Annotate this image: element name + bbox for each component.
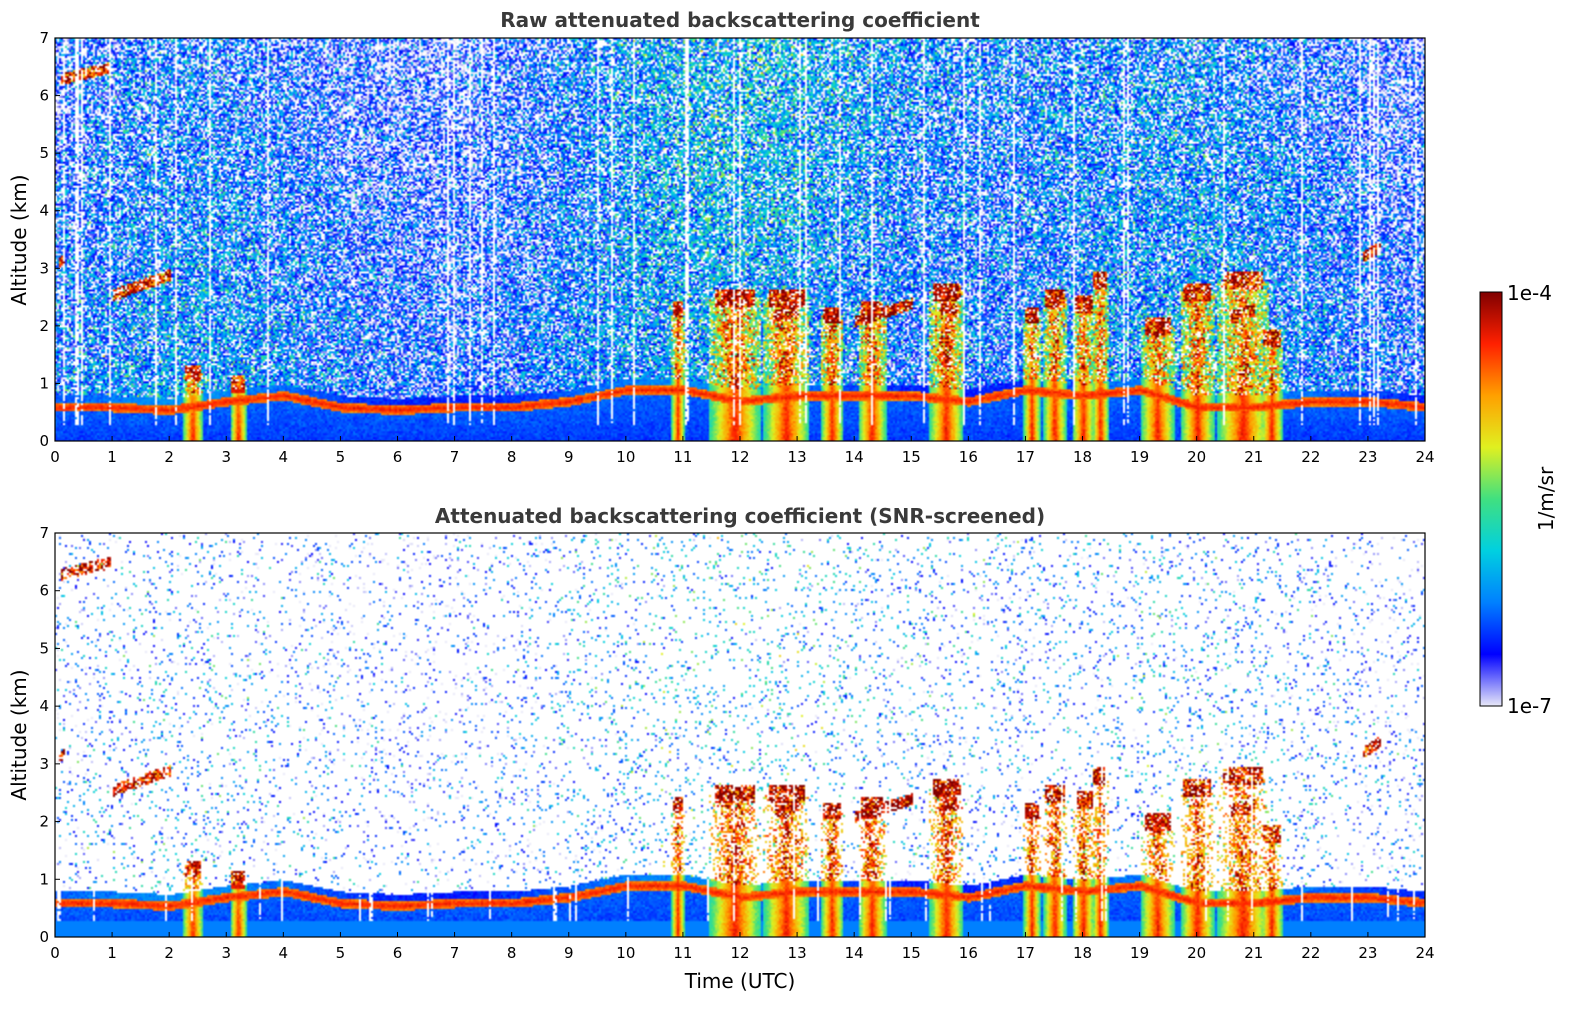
x-tick-label: 19 [1130, 944, 1149, 962]
x-tick-label: 18 [1073, 448, 1092, 466]
x-axis-label: Time (UTC) [684, 969, 796, 993]
x-tick-label: 6 [393, 448, 403, 466]
x-tick-label: 2 [164, 944, 174, 962]
x-tick-label: 13 [788, 944, 807, 962]
x-tick-label: 6 [393, 944, 403, 962]
x-tick-label: 14 [845, 448, 864, 466]
raw-y-axis-label: Altitude (km) [7, 174, 31, 305]
screened-y-axis-label: Altitude (km) [7, 669, 31, 800]
screened-panel-title: Attenuated backscattering coefficient (S… [435, 504, 1045, 528]
x-tick-label: 0 [50, 448, 60, 466]
x-tick-label: 22 [1301, 944, 1320, 962]
x-tick-label: 23 [1358, 448, 1377, 466]
y-tick-label: 7 [39, 29, 49, 47]
x-tick-label: 8 [507, 944, 517, 962]
x-tick-label: 5 [336, 944, 346, 962]
x-tick-label: 7 [450, 944, 460, 962]
x-tick-label: 24 [1415, 448, 1434, 466]
x-tick-label: 17 [1016, 944, 1035, 962]
x-tick-label: 11 [673, 448, 692, 466]
x-tick-label: 5 [336, 448, 346, 466]
y-tick-label: 3 [39, 755, 49, 773]
y-tick-label: 2 [39, 813, 49, 831]
x-tick-label: 16 [959, 944, 978, 962]
x-tick-label: 3 [221, 448, 231, 466]
x-tick-label: 0 [50, 944, 60, 962]
y-tick-label: 6 [39, 582, 49, 600]
raw-backscatter-heatmap [55, 38, 1425, 441]
x-tick-label: 18 [1073, 944, 1092, 962]
x-tick-label: 10 [616, 448, 635, 466]
x-tick-label: 11 [673, 944, 692, 962]
y-tick-label: 4 [39, 697, 49, 715]
colorbar-gradient [1480, 292, 1502, 706]
x-tick-label: 1 [107, 448, 117, 466]
x-tick-label: 23 [1358, 944, 1377, 962]
y-tick-label: 6 [39, 87, 49, 105]
y-tick-label: 1 [39, 870, 49, 888]
x-tick-label: 22 [1301, 448, 1320, 466]
x-tick-label: 14 [845, 944, 864, 962]
x-tick-label: 19 [1130, 448, 1149, 466]
y-tick-label: 1 [39, 374, 49, 392]
x-tick-label: 10 [616, 944, 635, 962]
y-tick-label: 3 [39, 259, 49, 277]
raw-backscatter-panel: Raw attenuated backscattering coefficien… [7, 8, 1435, 466]
colorbar-min-label: 1e-7 [1507, 694, 1552, 718]
screened-y-ticks: 0 1 2 3 4 5 6 7 [39, 524, 60, 946]
y-tick-label: 5 [39, 639, 49, 657]
colorbar-max-label: 1e-4 [1507, 281, 1552, 305]
x-tick-label: 16 [959, 448, 978, 466]
x-tick-label: 20 [1187, 944, 1206, 962]
x-tick-label: 24 [1415, 944, 1434, 962]
x-tick-label: 1 [107, 944, 117, 962]
y-tick-label: 4 [39, 202, 49, 220]
y-tick-label: 7 [39, 524, 49, 542]
x-tick-label: 8 [507, 448, 517, 466]
x-tick-label: 15 [902, 448, 921, 466]
x-tick-label: 9 [564, 944, 574, 962]
screened-backscatter-panel: Attenuated backscattering coefficient (S… [7, 504, 1435, 993]
x-tick-label: 12 [730, 944, 749, 962]
x-tick-label: 21 [1244, 448, 1263, 466]
colorbar-frame [1479, 291, 1503, 707]
screened-x-ticks: 0 1 2 3 4 5 6 7 8 9 10 11 12 13 14 15 16 17 18 19 20 21 22 23 24 [50, 932, 1435, 962]
x-tick-label: 15 [902, 944, 921, 962]
y-tick-label: 2 [39, 317, 49, 335]
x-tick-label: 2 [164, 448, 174, 466]
y-tick-label: 5 [39, 144, 49, 162]
colorbar-units-label: 1/m/sr [1534, 466, 1558, 531]
x-tick-label: 4 [279, 944, 289, 962]
x-tick-label: 9 [564, 448, 574, 466]
raw-panel-title: Raw attenuated backscattering coefficien… [500, 8, 980, 32]
colorbar: 1e-4 1e-7 1/m/sr [1479, 281, 1558, 718]
x-tick-label: 3 [221, 944, 231, 962]
y-tick-label: 0 [39, 928, 49, 946]
x-tick-label: 17 [1016, 448, 1035, 466]
x-tick-label: 4 [279, 448, 289, 466]
screened-backscatter-heatmap [55, 533, 1425, 937]
x-tick-label: 13 [788, 448, 807, 466]
x-tick-label: 20 [1187, 448, 1206, 466]
x-tick-label: 21 [1244, 944, 1263, 962]
x-tick-label: 12 [730, 448, 749, 466]
x-tick-label: 7 [450, 448, 460, 466]
y-tick-label: 0 [39, 432, 49, 450]
raw-y-ticks: 0 1 2 3 4 5 6 7 [39, 29, 60, 450]
raw-x-ticks: 0 1 2 3 4 5 6 7 8 9 10 11 12 13 14 15 16 17 18 19 20 21 22 23 24 [50, 436, 1435, 466]
